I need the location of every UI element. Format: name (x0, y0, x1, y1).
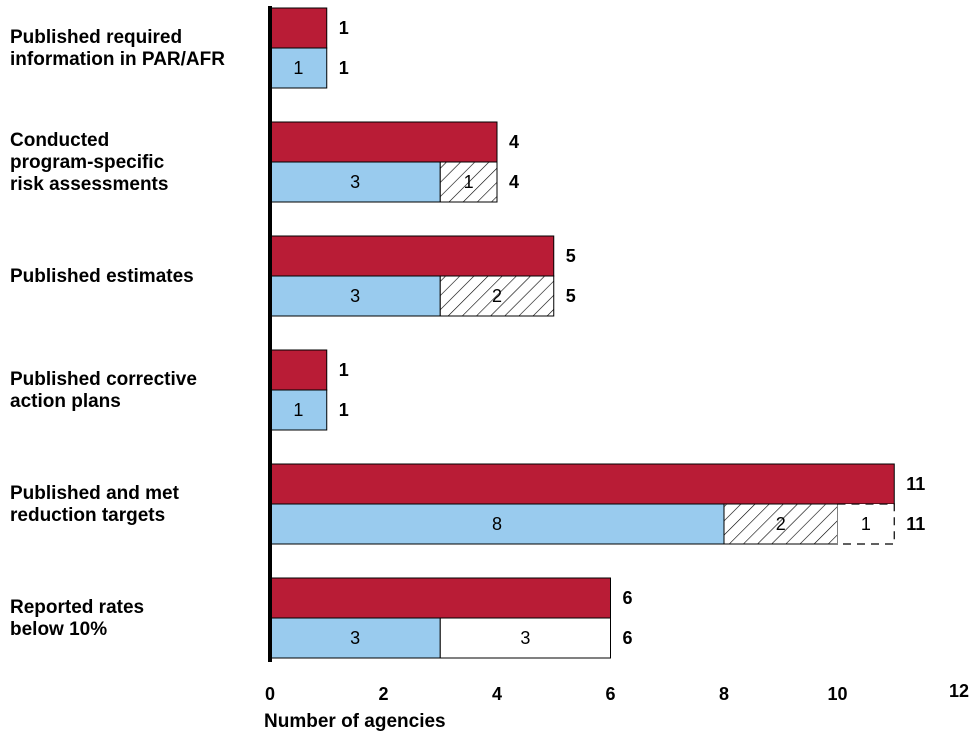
x-tick-label-3: 6 (605, 684, 615, 704)
x-tick-label-1: 2 (378, 684, 388, 704)
category-label-0-line-1: information in PAR/AFR (10, 49, 225, 70)
category-label-4-line-1: reduction targets (10, 505, 165, 526)
bottom-bar-total-label-3: 1 (339, 400, 349, 420)
category-label-3-line-1: action plans (10, 391, 121, 412)
x-axis-title: Number of agencies (264, 711, 446, 732)
bottom-bar-4-segment-0-label: 8 (492, 514, 502, 534)
bottom-bar-0-segment-0-label: 1 (293, 58, 303, 78)
top-bar-4 (269, 463, 895, 505)
bottom-bar-total-label-2: 5 (566, 286, 576, 306)
top-bar-1 (269, 121, 498, 163)
category-label-1-line-0: Conducted (10, 130, 109, 151)
x-tick-label-5: 10 (827, 684, 847, 704)
top-bar-5 (269, 577, 611, 619)
bottom-bar-1-segment-0 (269, 161, 441, 203)
bottom-bar-2-segment-1-label: 2 (492, 286, 502, 306)
bottom-bar-0-segment-0 (269, 47, 328, 89)
bottom-bar-2-segment-1 (439, 275, 555, 317)
top-bar-total-label-4: 11 (906, 474, 925, 494)
bottom-bar-total-label-0: 1 (339, 58, 349, 78)
bottom-bar-total-label-1: 4 (509, 172, 519, 192)
top-bar-0 (269, 7, 328, 49)
bottom-bar-5-segment-0 (269, 617, 441, 659)
category-label-3-line-0: Published corrective (10, 369, 197, 390)
bottom-bar-4-segment-2-outline (837, 503, 895, 545)
category-label-2-line-0: Published estimates (10, 266, 194, 287)
x-tick-labels: 0 2 4 6 8 10 12 (265, 681, 969, 704)
top-bar-total-label-5: 6 (623, 588, 633, 608)
bottom-bar-1-segment-1-label: 1 (464, 172, 474, 192)
top-bar-total-label-0: 1 (339, 18, 349, 38)
bottom-bar-3-segment-0-label: 1 (293, 400, 303, 420)
bottom-bar-4-segment-2 (837, 504, 895, 544)
bottom-bar-4-segment-2-label: 1 (861, 514, 871, 534)
top-bar-total-label-1: 4 (509, 132, 519, 152)
bottom-bar-1-segment-0-label: 3 (350, 172, 360, 192)
category-label-4-line-0: Published and met (10, 483, 180, 504)
bottom-bar-total-label-5: 6 (623, 628, 633, 648)
category-label-1-line-1: program-specific (10, 152, 165, 173)
bottom-bar-4-segment-1-label: 2 (776, 514, 786, 534)
bottom-bar-total-label-4: 11 (906, 514, 925, 534)
x-tick-label-6: 12 (949, 681, 969, 701)
category-label-5-line-1: below 10% (10, 619, 107, 640)
bottom-bar-4-segment-1 (723, 503, 838, 545)
top-bar-3 (269, 349, 328, 391)
category-label-1-line-2: risk assessments (10, 174, 168, 195)
bottom-bar-4-segment-0 (269, 503, 725, 545)
x-tick-label-2: 4 (492, 684, 502, 704)
category-label-5-line-0: Reported rates (10, 597, 144, 618)
bottom-bar-2-segment-0-label: 3 (350, 286, 360, 306)
bottom-bar-5-segment-1 (439, 617, 611, 659)
bottom-bar-5-segment-0-label: 3 (350, 628, 360, 648)
bottom-bar-5-segment-1-label: 3 (520, 628, 530, 648)
bottom-bar-1-segment-1 (439, 161, 498, 203)
category-label-0-line-0: Published required (10, 27, 182, 48)
top-bar-total-label-2: 5 (566, 246, 576, 266)
top-bar-total-label-3: 1 (339, 360, 349, 380)
top-bar-2 (269, 235, 555, 277)
bottom-bar-2-segment-0 (269, 275, 441, 317)
x-tick-label-4: 8 (719, 684, 729, 704)
x-tick-label-0: 0 (265, 684, 275, 704)
